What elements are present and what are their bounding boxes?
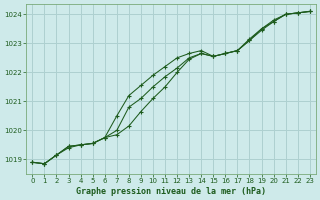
X-axis label: Graphe pression niveau de la mer (hPa): Graphe pression niveau de la mer (hPa) [76, 187, 266, 196]
